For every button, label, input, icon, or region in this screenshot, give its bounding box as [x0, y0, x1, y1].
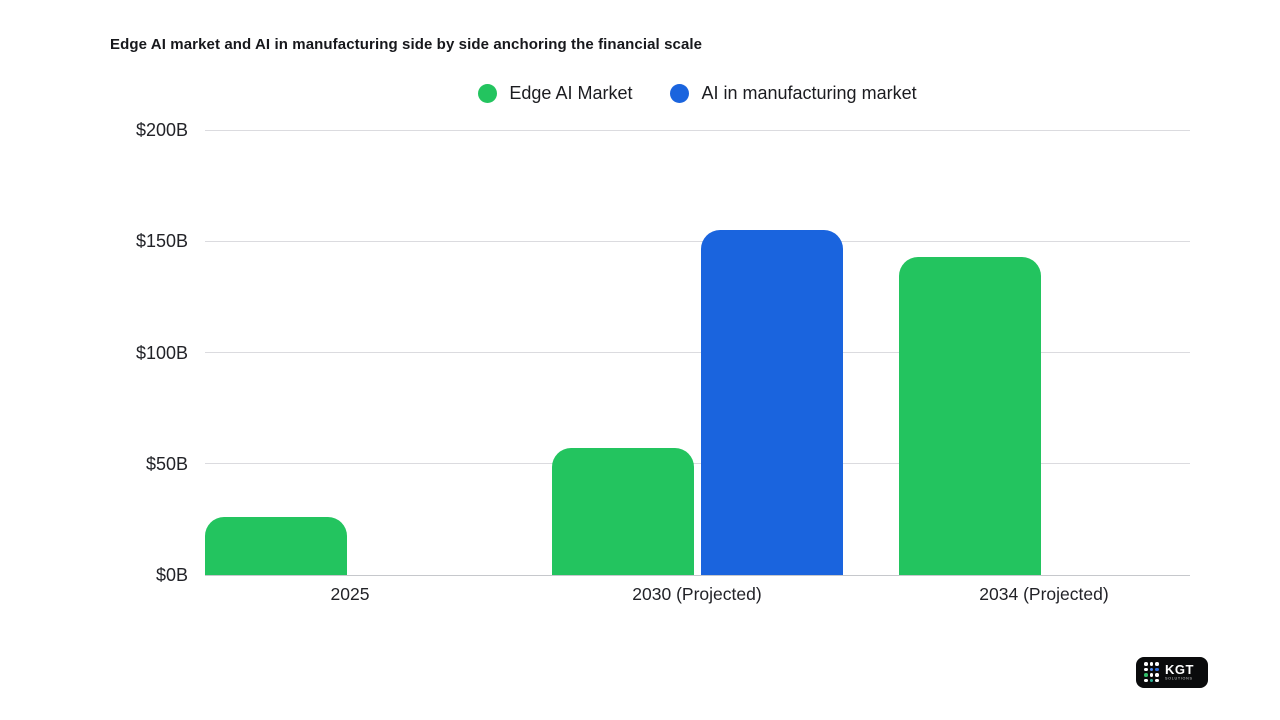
logo-grid-dot	[1149, 667, 1153, 672]
legend-dot-icon	[478, 83, 498, 103]
logo-grid-dot	[1144, 673, 1148, 677]
y-tick-label: $150B	[135, 231, 188, 252]
y-tick-label: $50B	[145, 453, 188, 474]
bar-edge-ai-market-2025	[204, 517, 347, 575]
logo-grid-dot	[1155, 678, 1159, 683]
logo-grid-dot	[1144, 678, 1148, 683]
logo-grid-dot	[1149, 673, 1153, 677]
y-tick-label: $0B	[155, 565, 188, 585]
legend-dot-icon	[670, 83, 690, 103]
logo-grid-dot	[1144, 662, 1148, 666]
gridline-$150B	[205, 240, 1190, 242]
logo-subtext: SOLUTIONS	[1165, 676, 1193, 681]
logo-brand: KGT	[1165, 661, 1194, 677]
logo-grid-dot	[1144, 667, 1148, 672]
legend-label: AI in manufacturing market	[701, 82, 917, 103]
legend-label: Edge AI Market	[509, 82, 633, 103]
logo-grid-dot	[1155, 667, 1159, 672]
gridline-$0B	[205, 574, 1190, 576]
legend-item-ai-in-manufacturing-market: AI in manufacturing market	[670, 82, 917, 104]
logo-grid-dot	[1149, 678, 1153, 683]
x-tick-label-2030: 2030 (Projected)	[632, 584, 762, 604]
logo-grid-dot	[1149, 662, 1153, 666]
y-tick-label: $200B	[135, 120, 188, 140]
gridline-$50B	[205, 463, 1190, 465]
kgt-logo: KGT SOLUTIONS	[1136, 657, 1208, 688]
gridline-$200B	[205, 129, 1190, 131]
kgt-logo-dots-icon	[1144, 662, 1159, 683]
logo-grid-dot	[1155, 673, 1159, 677]
x-tick-label-2034: 2034 (Projected)	[979, 584, 1109, 604]
bar-edge-ai-market-2030	[551, 448, 694, 575]
x-tick-label-2025: 2025	[330, 584, 370, 604]
y-tick-label: $100B	[135, 342, 188, 363]
bar-ai-in-manufacturing-market-2030	[700, 230, 843, 575]
logo-grid-dot	[1155, 662, 1159, 666]
gridline-$100B	[205, 352, 1190, 353]
legend: Edge AI Market AI in manufacturing market	[205, 79, 1190, 107]
kgt-logo-text: KGT SOLUTIONS	[1165, 663, 1210, 683]
plot-area	[204, 129, 1190, 576]
legend-item-edge-ai-market: Edge AI Market	[478, 83, 632, 104]
bar-edge-ai-market-2034	[898, 256, 1041, 575]
chart-title: Edge AI market and AI in manufacturing s…	[110, 36, 703, 53]
